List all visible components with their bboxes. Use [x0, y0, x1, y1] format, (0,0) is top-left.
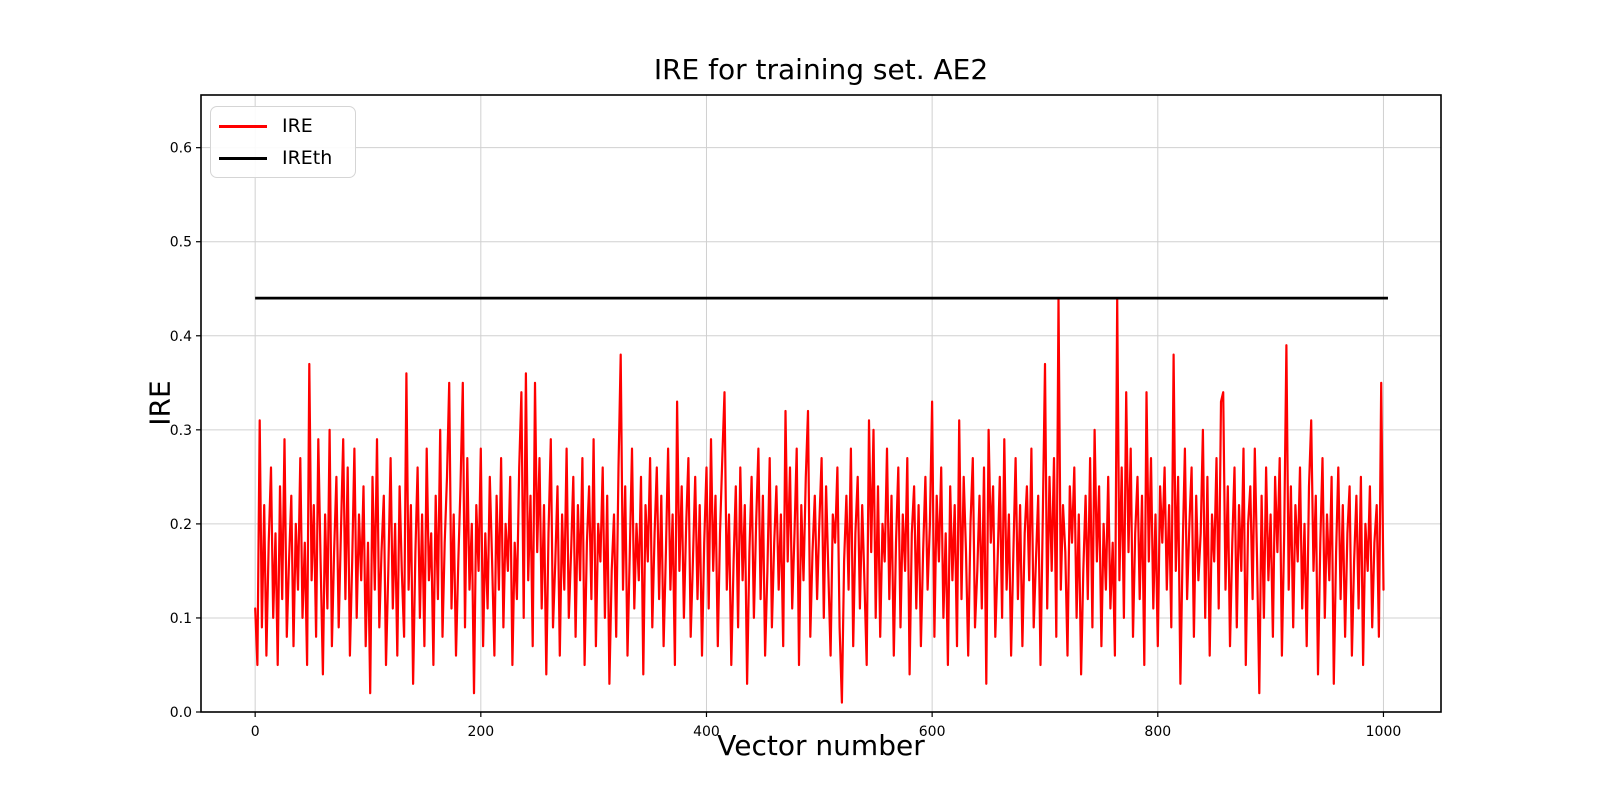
chart-title: IRE for training set. AE2	[653, 53, 989, 86]
x-tick-label: 200	[467, 724, 494, 740]
y-tick-label: 0.4	[170, 329, 192, 345]
y-tick-label: 0.1	[170, 611, 192, 627]
legend-item-ire: IRE	[219, 116, 345, 136]
x-tick-label: 600	[919, 724, 946, 740]
x-tick-label: 0	[251, 724, 260, 740]
y-tick-label: 0.5	[170, 235, 192, 251]
y-tick-label: 0.3	[170, 423, 192, 439]
ire-data-line	[254, 297, 1385, 704]
x-tick-label: 1000	[1366, 724, 1402, 740]
y-tick-label: 0.0	[170, 705, 192, 721]
x-tick-label: 400	[693, 724, 720, 740]
ireth-line-swatch	[219, 156, 267, 160]
legend-item-ireth: IREth	[219, 148, 345, 168]
legend-label-ireth: IREth	[282, 147, 333, 169]
x-axis-label: Vector number	[717, 729, 925, 762]
y-axis-label: IRE	[143, 380, 177, 426]
x-tick-label: 800	[1144, 724, 1171, 740]
legend: IRE IREth	[210, 106, 356, 178]
axes-spines	[200, 94, 1442, 713]
ire-line-swatch	[219, 124, 267, 128]
y-tick-label: 0.2	[170, 517, 192, 533]
y-tick-label: 0.6	[170, 141, 192, 157]
legend-label-ire: IRE	[282, 115, 313, 137]
